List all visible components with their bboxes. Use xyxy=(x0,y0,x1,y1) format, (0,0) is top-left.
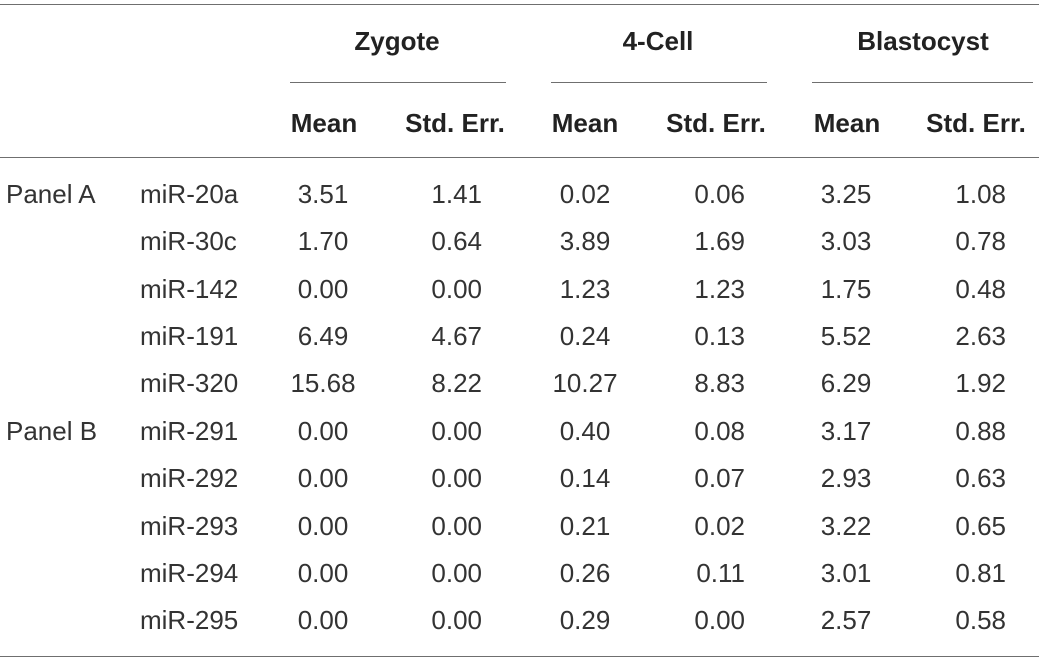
table-cell: 0.63 xyxy=(955,463,1006,493)
table-cell: 6.49 xyxy=(297,321,349,351)
group-header-4-cell: 4-Cell xyxy=(622,26,694,56)
mirna-name: miR-291 xyxy=(140,416,239,446)
mirna-name: miR-292 xyxy=(140,463,239,493)
mirna-name: miR-191 xyxy=(140,321,239,351)
table-cell: 0.00 xyxy=(431,463,482,493)
table-cell: 0.78 xyxy=(955,226,1006,256)
table-cell: 8.22 xyxy=(431,368,482,398)
table-cell: 2.57 xyxy=(820,605,872,635)
table-cell: 0.81 xyxy=(955,558,1006,588)
table-cell: 3.25 xyxy=(820,179,872,209)
table-cell: 3.89 xyxy=(559,226,611,256)
table-cell: 1.69 xyxy=(694,226,745,256)
mirna-name: miR-295 xyxy=(140,605,239,635)
table-cell: 0.00 xyxy=(431,416,482,446)
table-cell: 0.40 xyxy=(559,416,611,446)
subheader-blastocyst-std-err: Std. Err. xyxy=(926,108,1026,138)
table-cell: 15.68 xyxy=(290,368,356,398)
table-cell: 0.29 xyxy=(559,605,611,635)
panel-label: Panel B xyxy=(6,416,98,446)
table-cell: 0.00 xyxy=(431,558,482,588)
table-cell: 0.06 xyxy=(694,179,745,209)
table-cell: 0.65 xyxy=(955,511,1006,541)
table-cell: 0.21 xyxy=(559,511,611,541)
table-cell: 5.52 xyxy=(820,321,872,351)
table-cell: 0.64 xyxy=(431,226,482,256)
table-cell: 0.13 xyxy=(694,321,745,351)
table-cell: 0.11 xyxy=(696,558,745,588)
subheader-4-cell-mean: Mean xyxy=(551,108,619,138)
table-cell: 8.83 xyxy=(694,368,745,398)
table-cell: 0.00 xyxy=(297,274,349,304)
table-cell: 3.51 xyxy=(297,179,349,209)
subheader-zygote-mean: Mean xyxy=(290,108,358,138)
table-cell: 10.27 xyxy=(552,368,618,398)
mirna-name: miR-30c xyxy=(140,226,237,256)
table-cell: 2.93 xyxy=(820,463,872,493)
mirna-name: miR-142 xyxy=(140,274,239,304)
blastocyst-underline xyxy=(812,82,1033,83)
top-rule xyxy=(0,4,1039,5)
table-cell: 0.00 xyxy=(297,558,349,588)
table-cell: 0.48 xyxy=(955,274,1006,304)
group-header-blastocyst: Blastocyst xyxy=(857,26,989,56)
table-cell: 0.24 xyxy=(559,321,611,351)
bottom-rule xyxy=(0,656,1039,657)
table-cell: 1.70 xyxy=(297,226,349,256)
header-rule xyxy=(0,157,1039,158)
panel-label: Panel A xyxy=(6,179,96,209)
table-cell: 1.23 xyxy=(694,274,745,304)
subheader-zygote-std-err: Std. Err. xyxy=(405,108,505,138)
table-cell: 0.58 xyxy=(955,605,1006,635)
table-cell: 1.75 xyxy=(820,274,872,304)
group-header-zygote: Zygote xyxy=(354,26,440,56)
table-cell: 3.01 xyxy=(820,558,872,588)
table-cell: 1.92 xyxy=(955,368,1006,398)
mirna-name: miR-293 xyxy=(140,511,239,541)
table-cell: 0.26 xyxy=(559,558,611,588)
table-cell: 0.00 xyxy=(297,416,349,446)
table-cell: 2.63 xyxy=(955,321,1006,351)
table-cell: 3.17 xyxy=(820,416,872,446)
table-cell: 0.08 xyxy=(694,416,745,446)
table-cell: 0.00 xyxy=(297,463,349,493)
table-cell: 3.22 xyxy=(820,511,872,541)
table-cell: 0.00 xyxy=(431,274,482,304)
table-cell: 1.08 xyxy=(955,179,1006,209)
4-cell-underline xyxy=(551,82,767,83)
table-cell: 0.14 xyxy=(559,463,611,493)
table-cell: 6.29 xyxy=(820,368,872,398)
table-cell: 0.07 xyxy=(694,463,745,493)
table-cell: 1.23 xyxy=(559,274,611,304)
table-cell: 0.02 xyxy=(694,511,745,541)
table-cell: 4.67 xyxy=(431,321,482,351)
table-cell: 3.03 xyxy=(820,226,872,256)
table-cell: 0.02 xyxy=(559,179,611,209)
table-cell: 0.00 xyxy=(297,605,349,635)
table-cell: 0.00 xyxy=(431,605,482,635)
table-cell: 1.41 xyxy=(431,179,482,209)
table-cell: 0.88 xyxy=(955,416,1006,446)
mirna-name: miR-320 xyxy=(140,368,239,398)
table-cell: 0.00 xyxy=(431,511,482,541)
table-cell: 0.00 xyxy=(694,605,745,635)
subheader-blastocyst-mean: Mean xyxy=(813,108,881,138)
zygote-underline xyxy=(290,82,506,83)
subheader-4-cell-std-err: Std. Err. xyxy=(666,108,766,138)
table-cell: 0.00 xyxy=(297,511,349,541)
mirna-name: miR-294 xyxy=(140,558,239,588)
mirna-name: miR-20a xyxy=(140,179,239,209)
